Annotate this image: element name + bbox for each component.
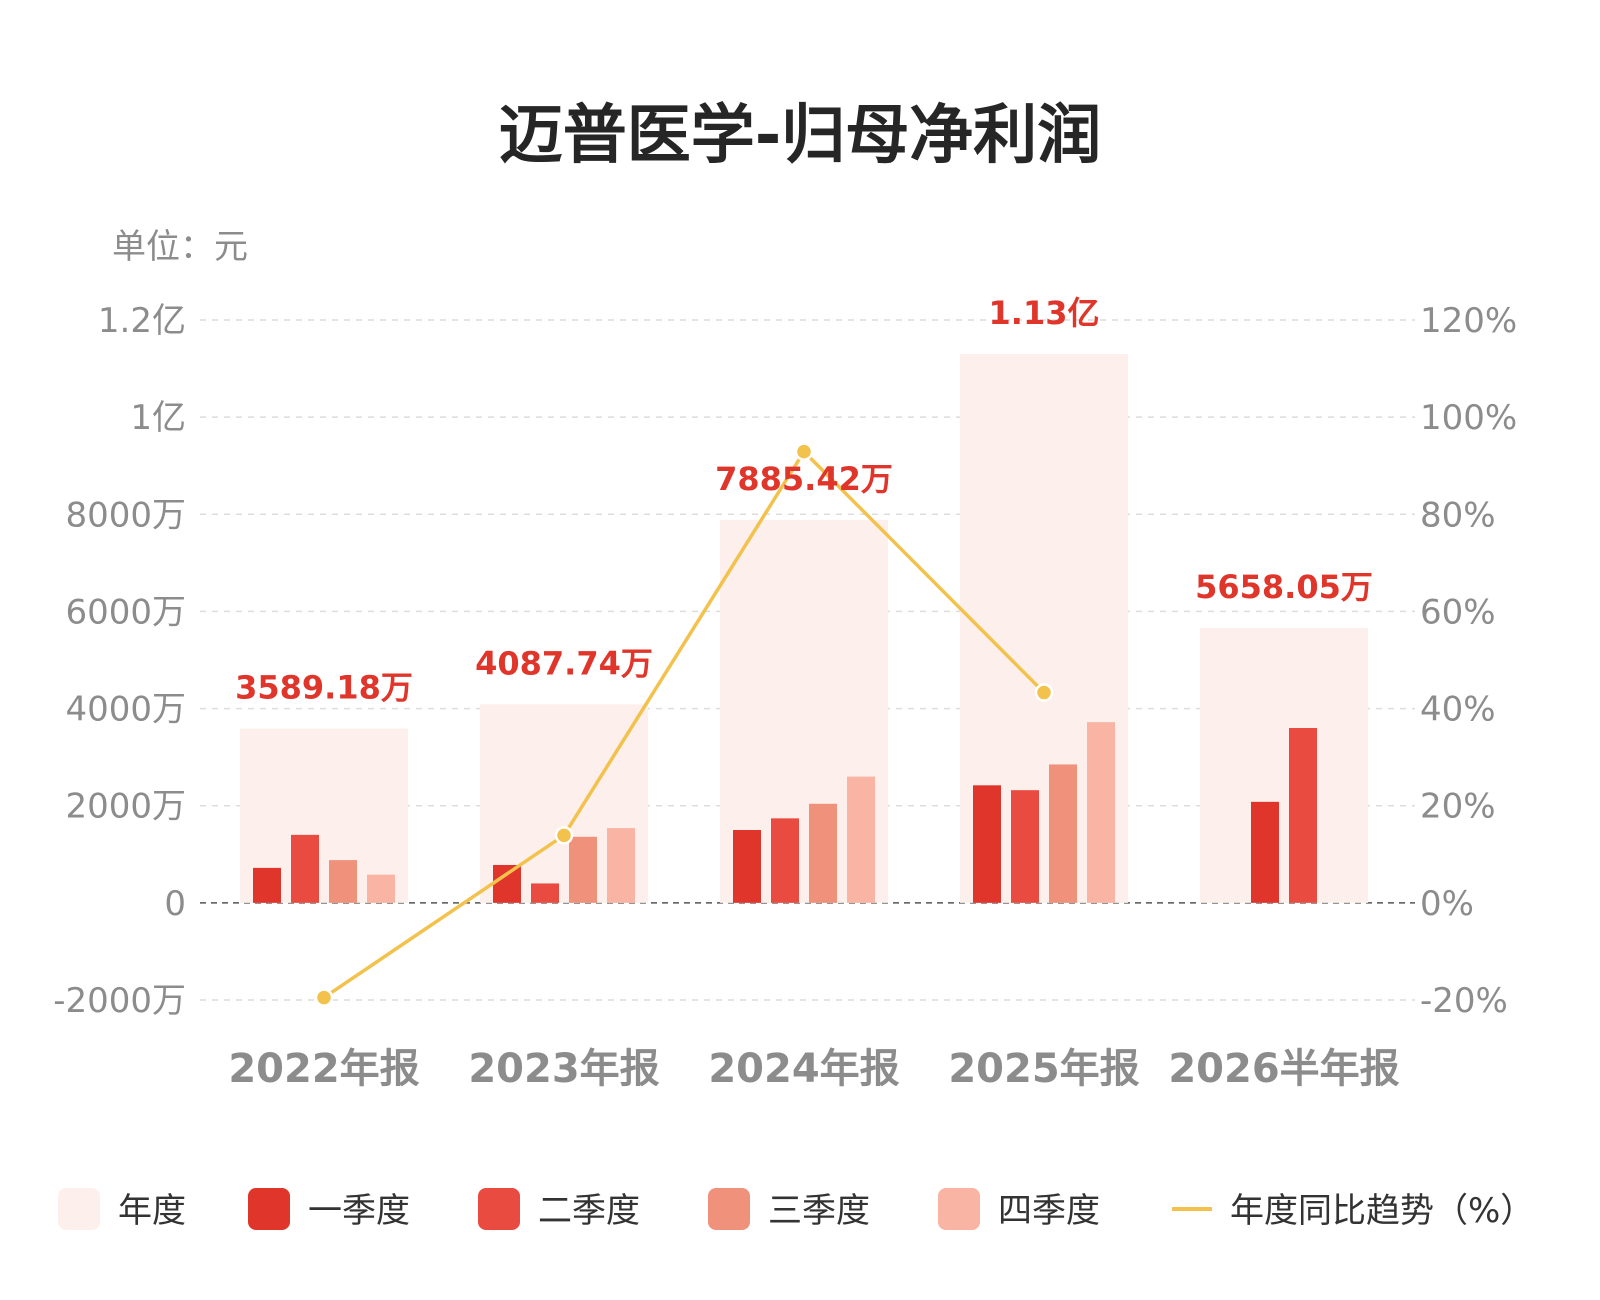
quarter-bar-q2 [771,818,799,903]
unit-label: 单位：元 [112,227,248,267]
annual-total-label: 5658.05万 [1195,568,1373,606]
quarter-bar-q2 [291,834,319,903]
annual-total-label: 3589.18万 [235,669,413,707]
legend-swatch [58,1188,100,1230]
legend-label: 年度 [118,1191,186,1231]
y-left-tick-label: 8000万 [65,495,186,535]
legend-swatch [248,1188,290,1230]
y-left-tick-label: 2000万 [65,787,186,827]
x-category-label: 2023年报 [468,1046,659,1092]
y-right-tick-label: 0% [1420,884,1474,924]
legend-label: 一季度 [308,1191,410,1231]
legend-label: 三季度 [768,1191,870,1231]
quarter-bar-q4 [367,874,395,903]
y-right-tick-label: 100% [1420,398,1517,438]
quarter-bar-q2 [1289,728,1317,903]
quarter-bar-q3 [329,860,357,903]
y-right-tick-label: 80% [1420,495,1496,535]
x-category-label: 2022年报 [228,1046,419,1092]
y-right-tick-label: 20% [1420,787,1496,827]
yoy-point [554,826,574,845]
quarter-bar-q3 [1049,764,1077,903]
annual-bar [1200,628,1368,903]
legend-swatch [478,1188,520,1230]
quarter-bar-q1 [493,864,521,903]
y-right-tick-label: 120% [1420,301,1517,341]
quarter-bar-q1 [733,830,761,903]
y-right-tick-label: -20% [1420,981,1508,1021]
quarter-bar-q4 [1087,722,1115,903]
annual-total-label: 7885.42万 [715,460,893,498]
quarter-bar-q1 [253,867,281,903]
legend-swatch [938,1188,980,1230]
y-right-tick-label: 40% [1420,690,1496,730]
legend: 年度 一季度 二季度 三季度 四季度 年度同比趋势（%） [58,1188,1534,1231]
legend-swatch [708,1188,750,1230]
legend-label: 二季度 [538,1191,640,1231]
axis-layer: -2000万 0 2000万 4000万 6000万 8000万 1亿 1.2亿 -20% 0% 2… [53,301,1517,1092]
quarter-bar-q2 [531,883,559,903]
quarter-bar-q2 [1011,790,1039,903]
annual-total-label: 1.13亿 [989,294,1100,332]
y-left-tick-label: 1亿 [130,398,186,438]
x-category-label: 2024年报 [708,1046,899,1092]
bar-layer [240,354,1368,903]
chart-title: 迈普医学-归母净利润 [499,99,1102,173]
x-category-label: 2025年报 [948,1046,1139,1092]
yoy-point [314,988,334,1007]
legend-label: 年度同比趋势（%） [1230,1191,1534,1231]
yoy-line-layer [314,442,1054,1007]
label-layer: 3589.18万 4087.74万 7885.42万 1.13亿 5658.05万 [235,294,1373,707]
quarter-bar-q4 [607,828,635,903]
quarter-bar-q1 [1251,801,1279,903]
yoy-point [794,442,814,461]
y-left-tick-label: 6000万 [65,592,186,632]
quarter-bar-q3 [809,803,837,903]
y-left-tick-label: 0 [164,884,186,924]
x-category-label: 2026半年报 [1168,1046,1399,1092]
y-left-tick-label: 4000万 [65,690,186,730]
quarter-bar-q4 [847,776,875,903]
y-left-tick-label: 1.2亿 [98,301,186,341]
quarter-bar-q1 [973,785,1001,903]
legend-label: 四季度 [998,1191,1100,1231]
yoy-point [1034,683,1054,702]
annual-total-label: 4087.74万 [475,644,653,682]
y-right-tick-label: 60% [1420,592,1496,632]
yoy-trend-line [323,449,1046,1000]
quarter-bar-q3 [569,836,597,903]
y-left-tick-label: -2000万 [53,981,186,1021]
